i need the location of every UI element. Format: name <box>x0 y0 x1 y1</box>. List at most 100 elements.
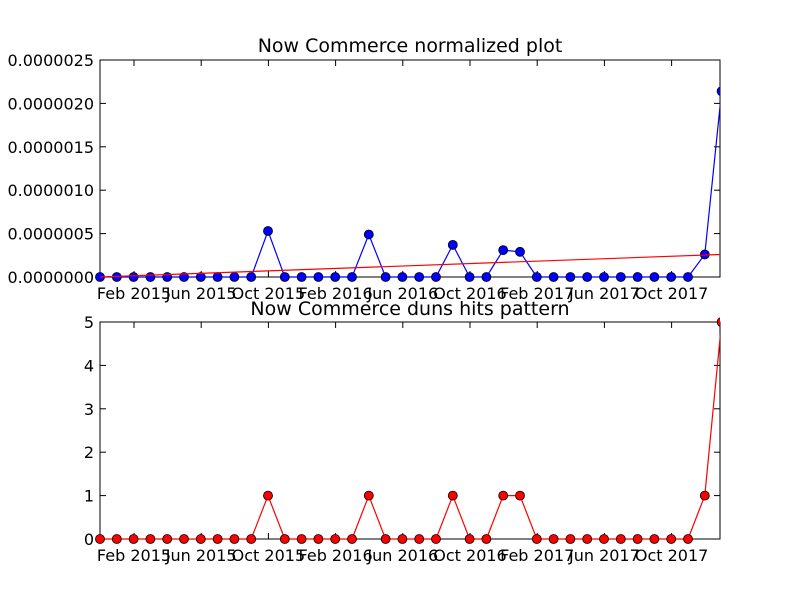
plot-frame <box>99 321 721 540</box>
data-point <box>363 229 374 240</box>
data-point <box>699 490 710 501</box>
x-tick-label: Feb 2015 <box>97 546 171 565</box>
data-point <box>229 272 240 282</box>
y-tick-label: 0.0000010 <box>7 181 94 200</box>
data-point <box>330 534 341 544</box>
plot-frame <box>99 59 721 278</box>
data-point <box>666 534 677 544</box>
y-tick-label: 0.0000000 <box>7 268 94 287</box>
data-point <box>565 534 576 544</box>
x-tick-label: Oct 2016 <box>433 284 506 303</box>
data-point <box>380 534 391 544</box>
data-point <box>515 246 525 257</box>
data-point <box>683 272 693 282</box>
data-point <box>212 272 223 282</box>
data-layer <box>95 317 720 544</box>
x-tick-label: Oct 2015 <box>232 284 305 303</box>
x-tick-label: Jun 2015 <box>165 284 237 303</box>
x-tick-label: Oct 2016 <box>433 546 506 565</box>
data-point <box>498 490 509 501</box>
data-point <box>296 534 307 544</box>
data-point <box>212 534 223 544</box>
data-point <box>565 272 576 282</box>
x-tick-label: Oct 2017 <box>635 546 708 565</box>
data-point <box>128 272 139 282</box>
data-point <box>279 272 290 282</box>
x-tick-label: Jun 2015 <box>165 546 237 565</box>
x-tick-label: Jun 2017 <box>568 546 640 565</box>
data-point <box>716 317 720 327</box>
chart-title: Now Commerce normalized plot <box>258 35 563 57</box>
y-tick-label: 0.0000005 <box>7 225 94 244</box>
x-tick-label: Feb 2016 <box>299 284 373 303</box>
data-point <box>666 272 677 282</box>
y-tick-label: 3 <box>84 400 94 419</box>
data-point <box>649 272 660 282</box>
data-point <box>347 272 357 282</box>
data-point <box>246 534 257 544</box>
data-point <box>632 272 643 282</box>
data-point <box>599 272 609 282</box>
data-point <box>548 272 559 282</box>
x-tick-label: Oct 2015 <box>232 546 305 565</box>
data-point <box>615 272 626 282</box>
data-point <box>195 272 206 282</box>
data-point <box>263 490 273 501</box>
data-point <box>263 226 273 236</box>
data-point <box>397 272 408 282</box>
normalized-plot: Now Commerce normalized plot 0.0000000 0.0… <box>7 35 721 303</box>
y-tick-label: 0 <box>84 530 94 549</box>
data-point <box>246 272 257 282</box>
data-point <box>179 272 189 282</box>
data-point <box>313 534 324 544</box>
trend-line <box>99 253 720 278</box>
data-point <box>414 272 425 282</box>
x-tick-label: Feb 2017 <box>500 546 574 565</box>
data-point <box>683 534 693 544</box>
data-point <box>313 272 324 282</box>
data-point <box>464 272 475 282</box>
x-tick-label: Jun 2017 <box>568 284 640 303</box>
x-tick-label: Feb 2016 <box>299 546 373 565</box>
data-point <box>397 534 408 544</box>
data-point <box>498 245 509 255</box>
data-point <box>128 534 139 544</box>
data-point <box>414 534 425 544</box>
data-point <box>380 272 391 282</box>
x-tick-label: Feb 2017 <box>500 284 574 303</box>
data-point <box>145 534 156 544</box>
data-point <box>447 239 458 250</box>
data-point <box>615 534 626 544</box>
data-point <box>195 534 206 544</box>
data-point <box>447 490 458 501</box>
data-point <box>531 534 542 544</box>
data-point <box>296 272 307 282</box>
data-point <box>481 534 492 544</box>
data-point <box>464 534 475 544</box>
data-point <box>548 534 559 544</box>
data-point <box>95 534 105 544</box>
data-point <box>481 272 492 282</box>
data-point <box>229 534 240 544</box>
data-point <box>649 534 660 544</box>
data-point <box>599 534 609 544</box>
data-point <box>632 534 643 544</box>
hits-pattern-plot: Now Commerce duns hits pattern 0 1 2 3 4 5 Feb … <box>84 298 721 565</box>
series-line <box>100 100 720 278</box>
data-point <box>330 272 341 282</box>
x-tick-label: Feb 2015 <box>97 284 171 303</box>
data-point <box>162 534 173 544</box>
y-tick-label: 0.0000020 <box>7 94 94 113</box>
data-point <box>111 534 122 544</box>
data-point <box>531 272 542 282</box>
chart-title: Now Commerce duns hits pattern <box>250 298 569 320</box>
x-tick-label: Oct 2017 <box>635 284 708 303</box>
data-point <box>582 534 593 544</box>
y-tick-label: 1 <box>84 487 94 506</box>
y-tick-label: 2 <box>84 443 94 462</box>
series-line <box>100 332 720 540</box>
data-point <box>431 272 441 282</box>
y-tick-label: 4 <box>84 356 94 375</box>
data-point <box>347 534 357 544</box>
